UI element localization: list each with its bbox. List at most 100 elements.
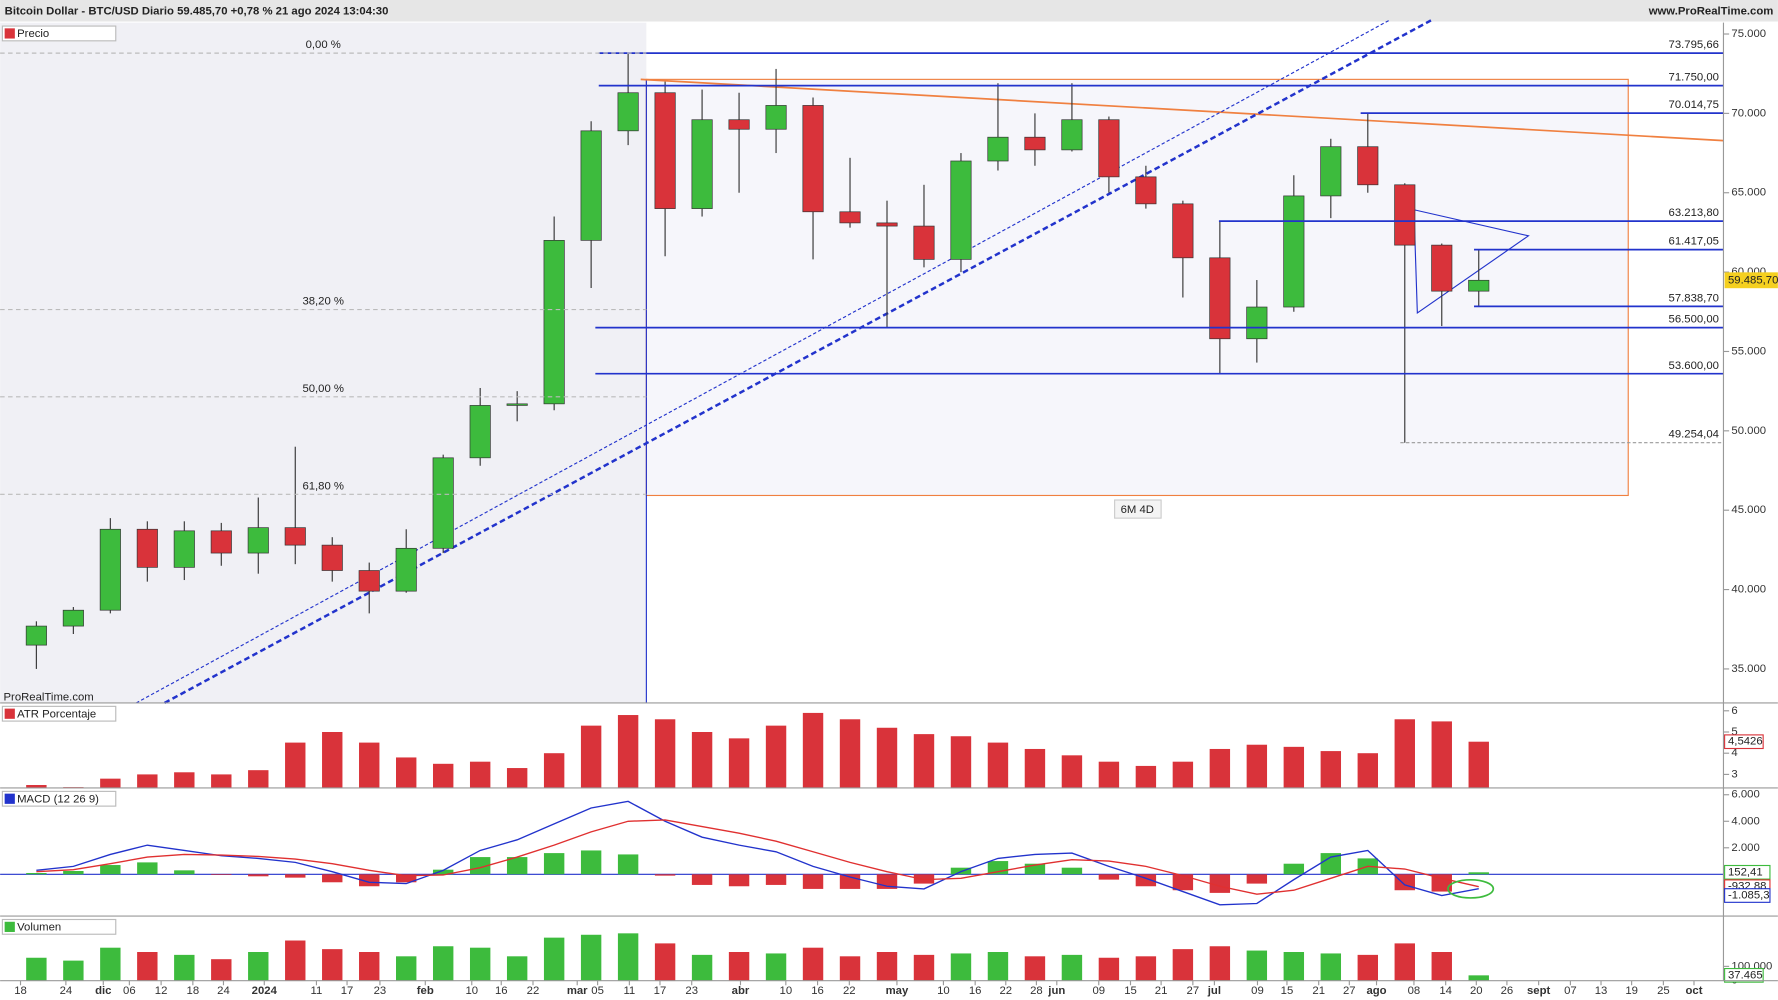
highlight-ellipse bbox=[1447, 878, 1495, 899]
bar bbox=[654, 943, 676, 981]
candle-body bbox=[1357, 146, 1379, 186]
histogram-bar bbox=[469, 857, 491, 875]
panel-color bbox=[4, 921, 15, 932]
bar bbox=[359, 742, 380, 788]
fib-label: 38,20 % bbox=[302, 296, 344, 308]
header-site: www.ProRealTime.com bbox=[1648, 5, 1774, 17]
bar bbox=[1283, 746, 1305, 788]
x-tick-label: may bbox=[886, 985, 909, 997]
histogram-bar bbox=[1283, 863, 1305, 875]
x-tick-label: 15 bbox=[1124, 985, 1137, 997]
candle-body bbox=[1431, 244, 1453, 292]
x-tick-label: 05 bbox=[591, 985, 604, 997]
x-tick-label: 06 bbox=[123, 985, 136, 997]
x-tick-label: 28 bbox=[1030, 985, 1043, 997]
histogram-bar bbox=[174, 870, 195, 875]
y-tick-label: 65.000 bbox=[1731, 187, 1766, 199]
x-tick-label: mar bbox=[567, 985, 588, 997]
bar bbox=[1468, 741, 1489, 788]
candle-body bbox=[654, 92, 676, 209]
x-tick-label: jun bbox=[1047, 985, 1065, 997]
panel-color bbox=[4, 708, 15, 719]
panel-title-box bbox=[1, 25, 117, 42]
x-tick-label: 21 bbox=[1155, 985, 1168, 997]
x-tick-label: 15 bbox=[1281, 985, 1294, 997]
histogram-bar bbox=[1431, 874, 1452, 892]
box-tag bbox=[1114, 499, 1162, 519]
level-label: 70.014,75 bbox=[1669, 99, 1719, 111]
bar bbox=[802, 712, 824, 788]
bar bbox=[691, 731, 713, 788]
histogram-bar bbox=[765, 874, 787, 885]
current-value-label: -932,88 bbox=[1728, 881, 1766, 893]
bar bbox=[1209, 946, 1231, 981]
trend-line bbox=[640, 78, 1724, 142]
bar bbox=[1394, 943, 1415, 981]
x-tick-label: 10 bbox=[780, 985, 793, 997]
bar bbox=[617, 933, 639, 981]
bar bbox=[617, 715, 639, 788]
x-tick-label: feb bbox=[417, 985, 434, 997]
x-tick-label: 22 bbox=[999, 985, 1012, 997]
candle-body bbox=[210, 530, 232, 554]
panel-title: MACD (12 26 9) bbox=[17, 793, 99, 805]
level-label: 63.213,80 bbox=[1669, 207, 1719, 219]
candle-body bbox=[802, 105, 824, 213]
level-label: 71.750,00 bbox=[1669, 72, 1719, 84]
candle-body bbox=[1098, 119, 1120, 178]
current-value-tag bbox=[1724, 888, 1771, 903]
candle-body bbox=[580, 130, 602, 241]
histogram-bar bbox=[1394, 874, 1415, 891]
bar bbox=[174, 954, 195, 981]
bar bbox=[211, 959, 232, 981]
bar bbox=[469, 947, 491, 981]
x-tick-label: 14 bbox=[1439, 985, 1452, 997]
bar bbox=[137, 774, 158, 788]
panel-title-box bbox=[1, 705, 117, 722]
bar bbox=[100, 778, 121, 788]
current-value-label: 152,41 bbox=[1728, 866, 1763, 878]
x-tick-label: 21 bbox=[1312, 985, 1325, 997]
candle-body bbox=[358, 570, 380, 592]
candle-body bbox=[99, 528, 121, 611]
y-tick-label: 75.000 bbox=[1731, 28, 1766, 40]
panel-title: Volumen bbox=[17, 921, 61, 933]
candle-body bbox=[136, 528, 158, 568]
panel-title-box bbox=[1, 918, 117, 935]
level-label: 53.600,00 bbox=[1669, 360, 1719, 372]
bar bbox=[506, 768, 528, 788]
candle-body bbox=[1394, 184, 1416, 246]
bar bbox=[469, 761, 491, 788]
bar bbox=[1061, 755, 1083, 788]
level-label: 61.417,05 bbox=[1669, 236, 1719, 248]
histogram-bar bbox=[691, 874, 713, 885]
bar bbox=[211, 774, 232, 788]
histogram-bar bbox=[506, 857, 528, 875]
bar bbox=[396, 757, 417, 788]
x-tick-label: 09 bbox=[1251, 985, 1264, 997]
histogram-bar bbox=[1209, 874, 1231, 893]
candle-body bbox=[506, 403, 528, 406]
candle-body bbox=[25, 625, 47, 646]
x-tick-label: 25 bbox=[1657, 985, 1670, 997]
candle-body bbox=[284, 527, 306, 546]
triangle-pattern bbox=[1413, 209, 1530, 314]
panel-color bbox=[4, 793, 15, 804]
candle-body bbox=[321, 544, 343, 571]
candle-body bbox=[247, 527, 269, 554]
bar bbox=[1394, 719, 1415, 788]
bar bbox=[396, 956, 417, 981]
histogram-bar bbox=[617, 854, 639, 875]
y-tick-label: 55.000 bbox=[1731, 345, 1766, 357]
histogram-bar bbox=[1468, 872, 1489, 875]
x-tick-label: abr bbox=[732, 985, 750, 997]
x-tick-label: 12 bbox=[155, 985, 168, 997]
bar bbox=[1246, 744, 1268, 788]
histogram-bar bbox=[1135, 874, 1157, 887]
bar bbox=[1098, 761, 1120, 788]
x-tick-label: 27 bbox=[1343, 985, 1356, 997]
plot-area: Precio35.00040.00045.00050.00055.00060.0… bbox=[0, 25, 1778, 997]
histogram-bar bbox=[1098, 874, 1120, 880]
box-label: 6M 4D bbox=[1121, 504, 1154, 516]
